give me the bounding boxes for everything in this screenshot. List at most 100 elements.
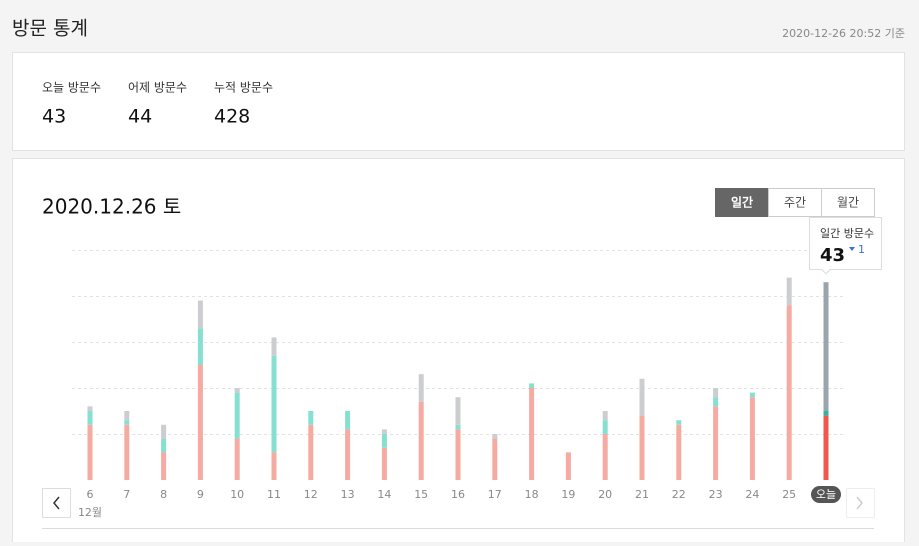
prev-icon [53, 496, 60, 510]
bar-segment [602, 420, 608, 434]
x-tick-label: 17 [488, 488, 502, 501]
tooltip-change: 1 [858, 243, 865, 256]
bar-segment [455, 397, 461, 425]
x-tick-label: 16 [451, 488, 465, 501]
bar-segment [749, 392, 755, 398]
x-tick-label: 13 [341, 488, 355, 501]
x-tick-label: 7 [123, 488, 130, 501]
x-tick-label: 21 [635, 488, 649, 501]
period-tab-label: 월간 [837, 196, 859, 210]
bar-segment [234, 392, 240, 439]
bar-segment [823, 415, 829, 480]
bar-segment [492, 438, 498, 480]
bar-segment [823, 282, 829, 411]
bar-segment [602, 434, 608, 480]
bar-segment [639, 378, 645, 416]
today-badge [811, 486, 841, 503]
bar-segment [492, 434, 498, 439]
summary-card [12, 52, 905, 151]
bar-segment [87, 411, 93, 425]
tooltip-value: 43 [820, 245, 845, 266]
x-tick-label: 15 [414, 488, 428, 501]
period-tab[interactable] [768, 188, 822, 217]
x-tick-label: 10 [230, 488, 244, 501]
x-tick-label: 9 [197, 488, 204, 501]
bar-segment [197, 300, 203, 329]
x-tick-label: 20 [598, 488, 612, 501]
bar-segment [345, 411, 351, 430]
bar-segment [602, 411, 608, 421]
summary-label: 오늘 방문수 [42, 81, 101, 95]
bar-segment [713, 388, 719, 398]
bar-segment [786, 305, 792, 480]
x-tick-label: 오늘 [816, 488, 836, 501]
tooltip-box [809, 217, 882, 275]
bar-segment [455, 429, 461, 480]
bar-segment [345, 429, 351, 480]
bar-segment [161, 438, 167, 453]
bar-segment [124, 420, 130, 425]
summary-value: 43 [42, 106, 66, 128]
bar-segment [418, 401, 424, 480]
bar-segment [823, 411, 829, 416]
bar-segment [234, 438, 240, 480]
bar-segment [713, 406, 719, 480]
bar-segment [713, 397, 719, 407]
bar-segment [271, 452, 277, 480]
bar-segment [197, 365, 203, 480]
bar-segment [161, 424, 167, 439]
x-tick-label: 14 [377, 488, 391, 501]
x-tick-label: 6 [87, 488, 94, 501]
page-title: 방문 통계 [12, 18, 88, 40]
tooltip-label: 일간 방문수 [820, 226, 874, 240]
bar-segment [87, 424, 93, 480]
bar-segment [234, 388, 240, 393]
next-icon [856, 496, 863, 510]
prev-button[interactable] [42, 488, 71, 518]
x-tick-label: 22 [672, 488, 686, 501]
summary-value: 44 [128, 106, 152, 128]
bar-segment [676, 420, 682, 425]
bar-segment [124, 411, 130, 421]
bar-segment [308, 411, 314, 425]
chart-card [12, 158, 905, 546]
bar-segment [308, 424, 314, 480]
summary-label: 어제 방문수 [128, 81, 187, 95]
bar-segment [529, 388, 535, 480]
x-tick-label: 11 [267, 488, 281, 501]
bar-segment [161, 452, 167, 480]
bar-segment [271, 337, 277, 356]
bar-segment [124, 424, 130, 480]
bar-segment [381, 429, 387, 434]
bar-segment [529, 383, 535, 388]
period-tab[interactable] [715, 188, 769, 217]
bar-segment [786, 277, 792, 306]
x-tick-label: 24 [745, 488, 759, 501]
next-button[interactable] [846, 488, 875, 518]
bar-segment [418, 374, 424, 402]
bar-segment [381, 434, 387, 448]
timestamp: 2020-12-26 20:52 기준 [782, 27, 905, 40]
month-label: 12월 [78, 506, 102, 519]
bar-segment [676, 424, 682, 480]
x-tick-label: 25 [782, 488, 796, 501]
bar-segment [87, 406, 93, 411]
bar-segment [381, 447, 387, 480]
x-tick-label: 23 [709, 488, 723, 501]
x-tick-label: 19 [561, 488, 575, 501]
period-tab-label: 주간 [784, 196, 806, 210]
chart-date: 2020.12.26 토 [42, 195, 181, 219]
summary-label: 누적 방문수 [214, 81, 273, 95]
bar-segment [271, 355, 277, 453]
bar-segment [565, 452, 571, 480]
x-tick-label: 12 [304, 488, 318, 501]
summary-value: 428 [214, 106, 250, 128]
x-tick-label: 18 [525, 488, 539, 501]
period-tab-label: 일간 [731, 195, 753, 210]
bar-segment [455, 424, 461, 430]
change-arrow [849, 247, 855, 251]
bar-segment [197, 328, 203, 365]
bar-segment [639, 415, 645, 480]
period-tab[interactable] [821, 188, 875, 217]
